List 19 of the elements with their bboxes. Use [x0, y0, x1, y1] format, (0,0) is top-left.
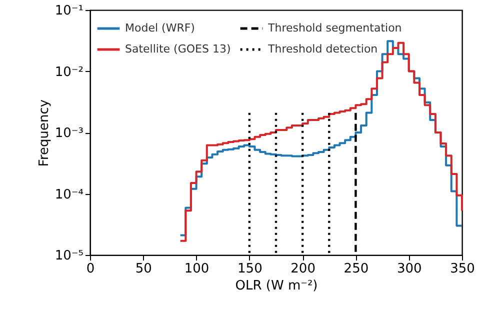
legend-label: Satellite (GOES 13) [125, 42, 231, 56]
legend-label: Threshold detection [267, 42, 378, 56]
x-tick-label: 0 [86, 262, 95, 276]
legend-label: Model (WRF) [125, 22, 195, 34]
y-tick-label: 10⁻⁵ [54, 248, 84, 264]
legend-label: Threshold segmentation [267, 22, 402, 34]
x-tick-label: 350 [450, 262, 475, 276]
y-tick-label: 10⁻³ [54, 126, 84, 141]
x-tick-label: 150 [238, 262, 262, 276]
y-tick-label: 10⁻² [54, 64, 84, 80]
y-axis-title: Frequency [36, 99, 52, 167]
y-tick-label: 10⁻¹ [54, 4, 84, 18]
x-tick-label: 100 [184, 262, 210, 276]
x-tick-label: 300 [396, 262, 422, 276]
x-tick-label: 200 [290, 262, 316, 276]
x-axis-title: OLR (W m⁻²) [235, 278, 318, 294]
x-tick-label: 50 [135, 262, 152, 276]
x-tick-label: 250 [344, 262, 369, 276]
y-tick-label: 10⁻⁴ [54, 187, 84, 202]
